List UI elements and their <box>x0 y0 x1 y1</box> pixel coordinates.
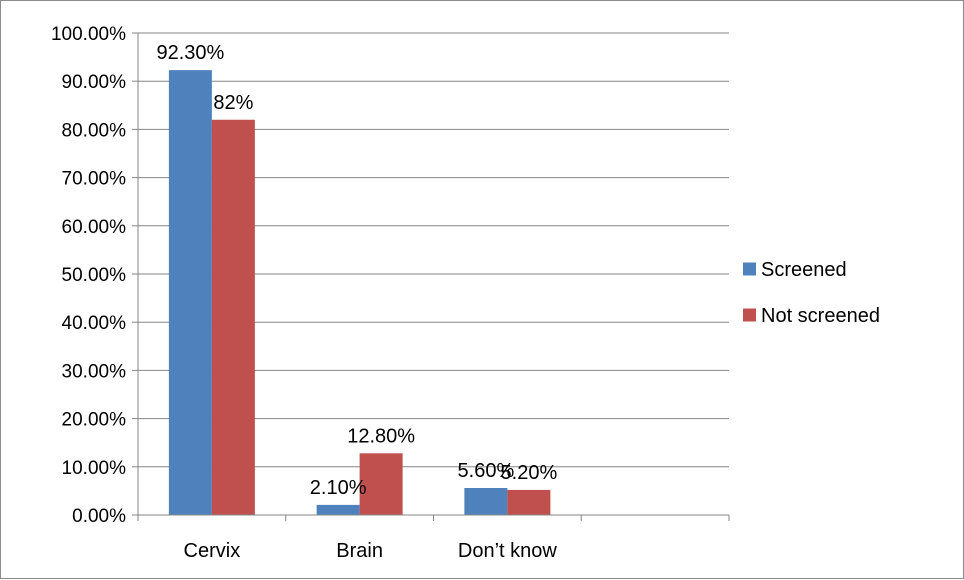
y-tick-label: 100.00% <box>51 24 126 45</box>
data-label: 5.20% <box>501 462 558 484</box>
axes: 0.00% 10.00% 20.00% 30.00% 40.00% 50.00% 60.00… <box>51 24 730 527</box>
y-tick-label: 50.00% <box>62 265 127 286</box>
bar-screened <box>316 504 360 515</box>
y-tick-label: 10.00% <box>62 458 127 479</box>
legend: Screened Not screened <box>743 259 880 327</box>
bar-not-screened <box>507 489 551 515</box>
bar-not-screened <box>211 119 255 515</box>
y-tick-label: 40.00% <box>62 313 127 334</box>
data-label: 5.60% <box>458 460 515 482</box>
legend-label: Not screened <box>761 305 880 327</box>
labels: 92.30% 82% Cervix 2.10% 12.80% Brain 5.60%5.20… <box>156 42 557 562</box>
y-tick-label: 0.00% <box>72 506 126 527</box>
y-tick-label: 70.00% <box>62 169 127 190</box>
data-label: 2.10% <box>310 477 367 499</box>
y-tick-label: 60.00% <box>62 217 127 238</box>
data-label: 92.30% <box>156 42 224 64</box>
x-category-label: Don’t know <box>458 540 557 562</box>
y-tick-label: 30.00% <box>62 361 127 382</box>
x-category-label: Cervix <box>184 540 241 562</box>
data-label: 12.80% <box>347 425 415 447</box>
bars <box>168 70 551 515</box>
bar-screened <box>464 488 508 515</box>
x-category-label: Brain <box>336 540 383 562</box>
bar-screened <box>168 70 212 515</box>
legend-label: Screened <box>761 259 847 281</box>
legend-swatch <box>743 262 756 276</box>
y-tick-label: 20.00% <box>62 410 127 431</box>
y-tick-label: 90.00% <box>62 72 127 93</box>
legend-swatch <box>743 308 756 322</box>
bar-not-screened <box>359 453 403 515</box>
y-tick-label: 80.00% <box>62 120 127 141</box>
data-label: 82% <box>213 92 253 114</box>
